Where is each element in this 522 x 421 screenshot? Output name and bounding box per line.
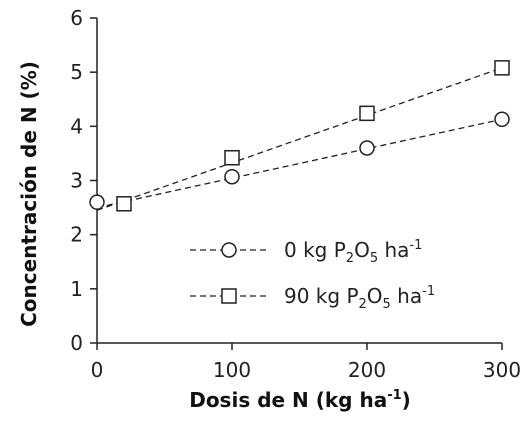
x-tick-label: 300 (483, 358, 521, 382)
y-tick-label: 3 (70, 169, 83, 193)
data-point-series-1 (359, 140, 375, 156)
y-tick-label: 2 (70, 223, 83, 247)
legend-label: 0 kg P2O5 ha-1 (284, 238, 422, 266)
data-point-series-1 (224, 168, 240, 185)
y-axis-ticks: 0 1 2 3 4 5 6 (70, 6, 97, 355)
legend-marker (221, 288, 237, 304)
y-tick-label: 1 (70, 277, 83, 301)
data-point-series-2 (359, 105, 375, 122)
trend-line-series-1 (96, 118, 503, 209)
y-tick-label: 0 (70, 331, 83, 355)
data-point-series-1 (494, 111, 510, 128)
legend-item-series-1: 0 kg P2O5 ha-1 (190, 238, 422, 266)
x-tick-label: 200 (348, 358, 386, 382)
y-tick-label: 6 (70, 6, 83, 30)
x-tick-label: 100 (213, 358, 251, 382)
legend: 0 kg P2O5 ha-1 90 kg P2O5 ha-1 (190, 238, 435, 312)
data-point-series-2 (494, 60, 510, 76)
data-point-series-1 (89, 194, 105, 210)
legend-item-series-2: 90 kg P2O5 ha-1 (190, 284, 435, 312)
x-axis-title: Dosis de N (kg ha-1) (189, 388, 411, 412)
x-axis-ticks: 0 100 200 300 (91, 343, 521, 382)
trend-line-series-2 (96, 67, 503, 211)
data-point-series-2 (224, 150, 240, 166)
y-axis-title: Concentración de N (%) (17, 61, 41, 327)
legend-marker (221, 242, 237, 258)
y-tick-label: 5 (70, 60, 83, 84)
data-point-series-2 (116, 196, 132, 212)
legend-label: 90 kg P2O5 ha-1 (284, 284, 435, 312)
plot-area (89, 60, 510, 212)
y-tick-label: 4 (70, 114, 83, 138)
x-tick-label: 0 (91, 358, 104, 382)
